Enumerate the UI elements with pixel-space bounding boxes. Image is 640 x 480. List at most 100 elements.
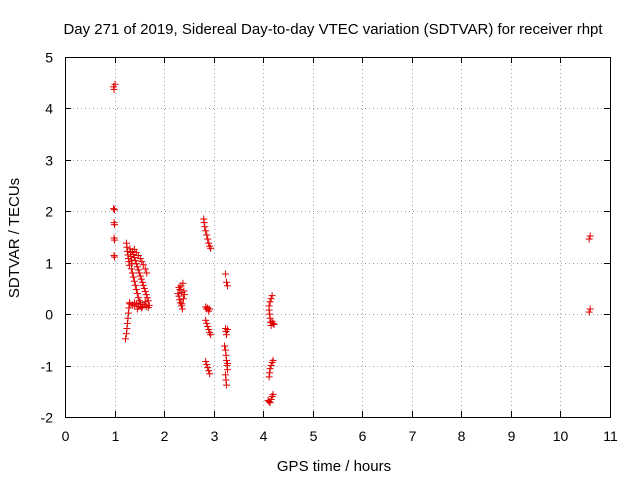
- data-point: [224, 282, 232, 290]
- x-tick-label: 3: [211, 428, 219, 444]
- x-tick-label: 7: [409, 428, 417, 444]
- plot-frame: [65, 57, 611, 418]
- data-point: [206, 370, 214, 378]
- x-tick-label: 5: [310, 428, 318, 444]
- data-point: [221, 342, 229, 350]
- data-point: [585, 308, 593, 316]
- grid-lines: [65, 57, 610, 417]
- data-point: [135, 269, 143, 277]
- y-tick-label: 5: [45, 50, 53, 66]
- data-point: [131, 281, 139, 289]
- y-tick-label: 3: [45, 153, 53, 169]
- data-point: [223, 381, 231, 389]
- data-point: [138, 258, 146, 266]
- x-axis-ticks: 0 1 2 3 4 5 6 7 8 9 10 11: [62, 57, 618, 444]
- data-point: [136, 272, 144, 280]
- data-point: [110, 205, 118, 213]
- data-point: [204, 235, 212, 243]
- x-tick-label: 4: [260, 428, 268, 444]
- data-point: [269, 319, 277, 327]
- y-tick-label: 4: [45, 101, 53, 117]
- x-tick-label: 6: [359, 428, 367, 444]
- data-point: [268, 292, 276, 300]
- data-point: [175, 296, 183, 304]
- data-point: [267, 362, 275, 370]
- data-point: [175, 283, 183, 291]
- data-point: [128, 269, 136, 277]
- data-point: [265, 302, 273, 310]
- data-point: [111, 80, 119, 88]
- data-point: [133, 290, 141, 298]
- data-point: [203, 361, 211, 369]
- data-point: [586, 232, 594, 240]
- data-point: [133, 263, 141, 271]
- data-point: [223, 331, 231, 339]
- data-point: [202, 227, 210, 235]
- data-point: [204, 322, 212, 330]
- data-point: [145, 301, 153, 309]
- data-point: [129, 273, 137, 281]
- data-point: [270, 320, 278, 328]
- data-point: [139, 261, 147, 269]
- x-tick-label: 0: [62, 428, 70, 444]
- x-tick-label: 8: [458, 428, 466, 444]
- data-series-sdtvar: [110, 80, 594, 407]
- chart-title: Day 271 of 2019, Sidereal Day-to-day VTE…: [63, 21, 603, 38]
- data-point: [141, 265, 149, 273]
- data-point: [269, 356, 277, 364]
- x-tick-label: 1: [112, 428, 120, 444]
- data-point: [176, 299, 184, 307]
- data-point: [223, 278, 231, 286]
- y-tick-label: 1: [45, 256, 53, 272]
- data-point: [224, 326, 232, 334]
- data-point: [142, 291, 150, 299]
- data-point: [266, 365, 274, 373]
- data-point: [141, 288, 149, 296]
- data-point: [203, 319, 211, 327]
- data-point: [269, 390, 277, 398]
- data-point: [179, 279, 187, 287]
- data-point: [131, 257, 139, 265]
- data-point: [111, 253, 119, 261]
- data-point: [127, 265, 135, 273]
- data-point: [141, 298, 149, 306]
- data-point: [180, 291, 188, 299]
- y-axis-ticks: -2 -1 0 1 2 3 4 5: [41, 50, 610, 426]
- data-point: [110, 85, 118, 93]
- data-point: [179, 295, 187, 303]
- data-point: [134, 294, 142, 302]
- data-point: [204, 364, 212, 372]
- data-point: [586, 305, 594, 313]
- x-tick-label: 9: [508, 428, 516, 444]
- x-tick-label: 2: [161, 428, 169, 444]
- data-point: [138, 278, 146, 286]
- data-point: [130, 299, 138, 307]
- data-point: [205, 326, 213, 334]
- y-tick-label: 2: [45, 204, 53, 220]
- data-point: [121, 335, 129, 343]
- data-point: [585, 235, 593, 243]
- data-point: [201, 223, 209, 231]
- x-tick-label: 11: [603, 428, 618, 444]
- data-point: [111, 206, 119, 214]
- data-point: [111, 221, 119, 229]
- data-point: [206, 305, 214, 313]
- data-point: [136, 255, 144, 263]
- data-point: [202, 316, 210, 324]
- data-point: [130, 277, 138, 285]
- data-point: [202, 357, 210, 365]
- data-point: [143, 294, 151, 302]
- data-point: [139, 281, 147, 289]
- y-tick-label: -1: [41, 359, 54, 375]
- data-point: [203, 231, 211, 239]
- y-tick-label: 0: [45, 307, 53, 323]
- data-point: [132, 285, 140, 293]
- data-point: [134, 266, 142, 274]
- x-axis-label: GPS time / hours: [277, 458, 391, 475]
- y-tick-label: -2: [41, 410, 54, 426]
- x-tick-label: 10: [553, 428, 569, 444]
- data-point: [222, 270, 230, 278]
- data-point: [224, 360, 232, 368]
- data-point: [205, 239, 213, 247]
